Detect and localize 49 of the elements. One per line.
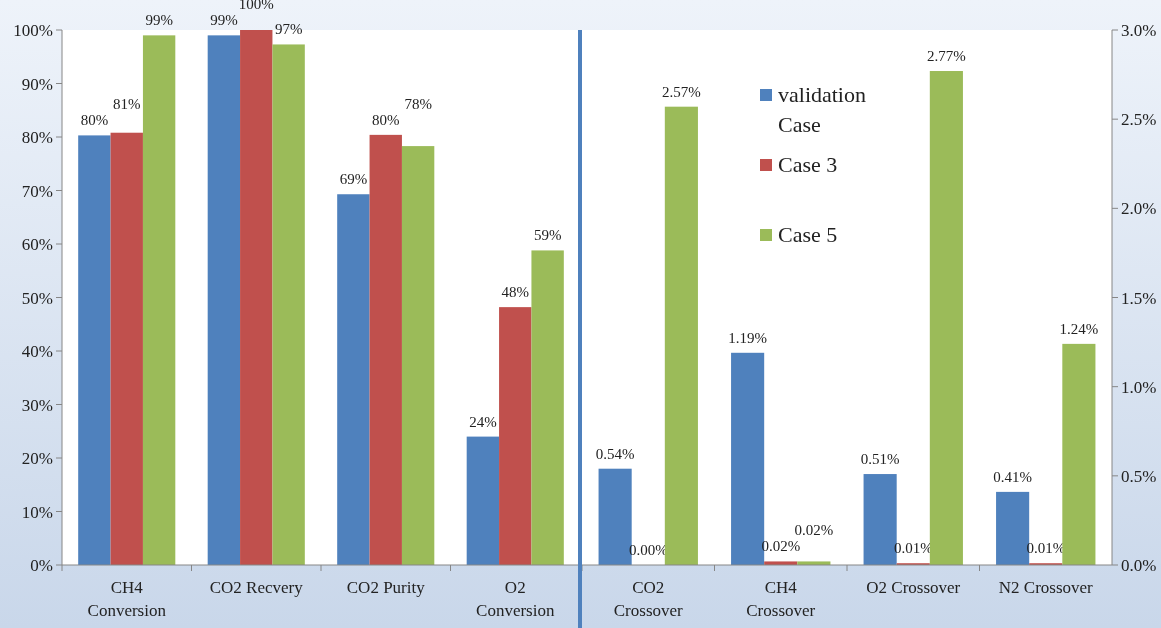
data-label: 2.57%: [662, 83, 701, 100]
x-tick-label: O2 Crossover: [866, 578, 961, 597]
y2-tick-label: 1.0%: [1121, 377, 1157, 397]
x-tick-label: CH4 Conversion: [87, 578, 167, 620]
y2-tick-label: 2.5%: [1121, 110, 1157, 130]
y2-tick-label: 0.5%: [1121, 466, 1157, 486]
y2-tick-label: 2.0%: [1121, 199, 1157, 219]
y-tick-label: 20%: [21, 449, 53, 468]
y-tick-label: 10%: [21, 502, 53, 522]
y-tick-label: 40%: [21, 342, 53, 361]
data-label: 48%: [501, 284, 529, 301]
y-tick-label: 60%: [21, 235, 53, 254]
data-label: 2.77%: [927, 48, 966, 65]
y2-tick-label: 0.0%: [1121, 556, 1157, 575]
data-label: 24%: [469, 413, 497, 430]
legend-label: Case 5: [778, 222, 838, 247]
y-tick-label: 90%: [21, 74, 53, 94]
y-tick-label: 70%: [21, 181, 53, 201]
y-tick-label: 100%: [13, 21, 53, 40]
data-label: 0.41%: [993, 468, 1032, 485]
y-tick-label: 0%: [30, 556, 53, 575]
x-tick-label: CO2 Crossover: [613, 578, 684, 620]
data-label: 99%: [145, 12, 173, 29]
data-label: 97%: [274, 21, 303, 38]
x-tick-label: CO2 Purity: [346, 578, 426, 597]
data-label: 59%: [533, 227, 562, 244]
data-label: 1.24%: [1059, 320, 1099, 337]
legend-label: validation Case: [778, 82, 866, 137]
data-label: 100%: [238, 0, 274, 13]
x-tick-label: CH4 Crossover: [746, 578, 816, 620]
data-label: 69%: [339, 171, 368, 188]
data-label: 80%: [80, 112, 109, 129]
y2-tick-label: 1.5%: [1121, 288, 1157, 308]
y-tick-label: 30%: [21, 395, 53, 415]
data-label: 99%: [210, 12, 238, 29]
data-label: 80%: [372, 111, 400, 128]
x-tick-label: CO2 Recvery: [209, 578, 304, 597]
data-label: 0.02%: [794, 522, 834, 539]
x-tick-label: O2 Conversion: [476, 578, 555, 620]
x-tick-label: N2 Crossover: [998, 578, 1094, 597]
y-tick-label: 80%: [21, 128, 53, 147]
legend-label: Case 3: [778, 152, 838, 177]
y2-tick-label: 3.0%: [1121, 21, 1157, 40]
data-label: 0.54%: [595, 445, 635, 462]
data-label: 78%: [404, 95, 432, 112]
data-label: 1.19%: [728, 329, 767, 346]
data-label: 81%: [113, 96, 141, 113]
data-label: 0.51%: [860, 451, 900, 468]
y-tick-label: 50%: [21, 288, 53, 308]
